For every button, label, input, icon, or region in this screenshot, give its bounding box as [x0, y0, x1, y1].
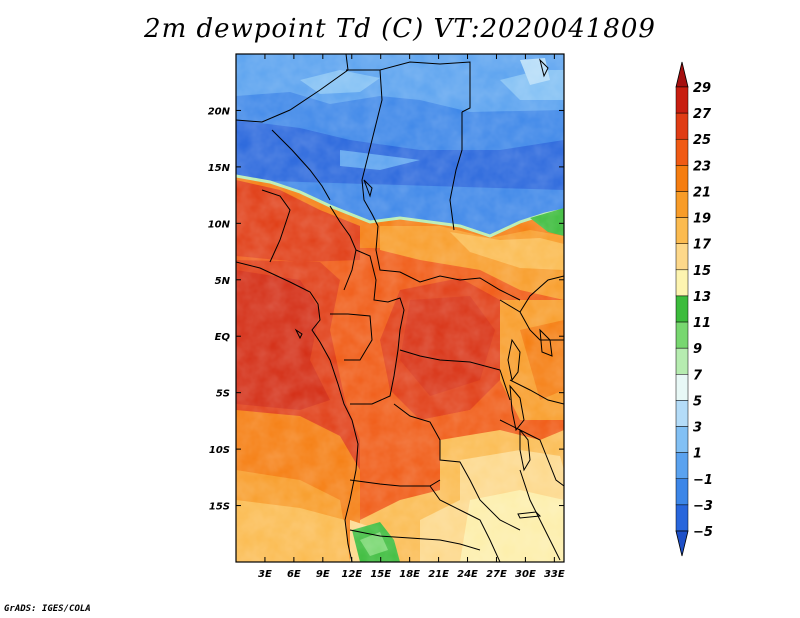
colorbar-segment — [675, 243, 689, 271]
x-tick-label: 12E — [341, 569, 362, 580]
colorbar-label: 21 — [693, 185, 711, 200]
colorbar-label: 13 — [693, 290, 711, 305]
colorbar-label: 19 — [693, 212, 711, 227]
colorbar-segment — [675, 165, 689, 192]
x-tick-label: 9E — [316, 569, 330, 580]
x-tick-label: 24E — [457, 569, 478, 580]
colorbar-label: 27 — [693, 107, 712, 122]
y-tick-label: 10N — [208, 219, 231, 230]
colorbar-label: −5 — [693, 525, 713, 540]
colorbar: 29 27 25 23 21 19 17 15 13 11 9 7 5 3 1 −1 −3 −5 — [675, 61, 713, 557]
x-tick-label: 33E — [544, 569, 565, 580]
colorbar-label: 3 — [693, 421, 702, 436]
colorbar-label: 15 — [693, 264, 711, 279]
colorbar-label: 23 — [693, 159, 711, 174]
map-plot-area — [236, 54, 564, 562]
colorbar-segment — [675, 452, 689, 480]
y-tick-label: 5N — [215, 276, 231, 287]
colorbar-label: −3 — [693, 499, 713, 514]
colorbar-label: 5 — [693, 394, 702, 409]
colorbar-label: −1 — [693, 473, 713, 488]
x-tick-label: 6E — [287, 569, 301, 580]
colorbar-segment — [675, 321, 689, 349]
map-title: 2m dewpoint Td (C) VT:2020041809 — [144, 14, 656, 44]
x-tick-label: 21E — [428, 569, 449, 580]
colorbar-segment — [675, 295, 689, 323]
axis-ticks — [236, 54, 564, 562]
x-tick-label: 18E — [399, 569, 420, 580]
colorbar-segment — [675, 347, 689, 375]
colorbar-label: 9 — [693, 342, 702, 357]
colorbar-label: 29 — [693, 81, 711, 96]
grads-credit: GrADS: IGES/COLA — [4, 604, 91, 614]
map-frame — [235, 53, 565, 563]
colorbar-label: 1 — [693, 447, 702, 462]
colorbar-segment — [675, 112, 689, 140]
y-tick-label: EQ — [215, 332, 231, 343]
colorbar-segment — [675, 374, 689, 401]
colorbar-segment — [675, 478, 689, 506]
x-tick-label: 30E — [515, 569, 536, 580]
colorbar-top-arrow — [675, 61, 689, 88]
axis-labels: 3E 6E 9E 12E 15E 18E 21E 24E 27E 30E 33E 20N 15N 10N 5… — [208, 106, 565, 580]
colorbar-segment — [675, 191, 689, 218]
colorbar-segment — [675, 269, 689, 297]
y-tick-label: 10S — [209, 445, 230, 456]
y-tick-label: 15S — [209, 502, 230, 513]
y-tick-label: 5S — [216, 389, 230, 400]
colorbar-segment — [675, 400, 689, 427]
y-tick-label: 20N — [208, 106, 231, 117]
y-tick-label: 15N — [208, 163, 231, 174]
colorbar-segment — [675, 86, 689, 114]
colorbar-label: 25 — [693, 133, 711, 148]
colorbar-label: 11 — [693, 316, 711, 331]
colorbar-segment — [675, 504, 689, 532]
colorbar-segment — [675, 426, 689, 453]
colorbar-segment — [675, 138, 689, 166]
x-tick-label: 3E — [258, 569, 272, 580]
x-tick-label: 15E — [370, 569, 391, 580]
colorbar-segment — [675, 217, 689, 244]
x-tick-label: 27E — [486, 569, 507, 580]
colorbar-label: 17 — [693, 238, 712, 253]
colorbar-label: 7 — [693, 368, 703, 383]
colorbar-bottom-arrow — [675, 530, 689, 557]
country-borders — [236, 54, 564, 562]
